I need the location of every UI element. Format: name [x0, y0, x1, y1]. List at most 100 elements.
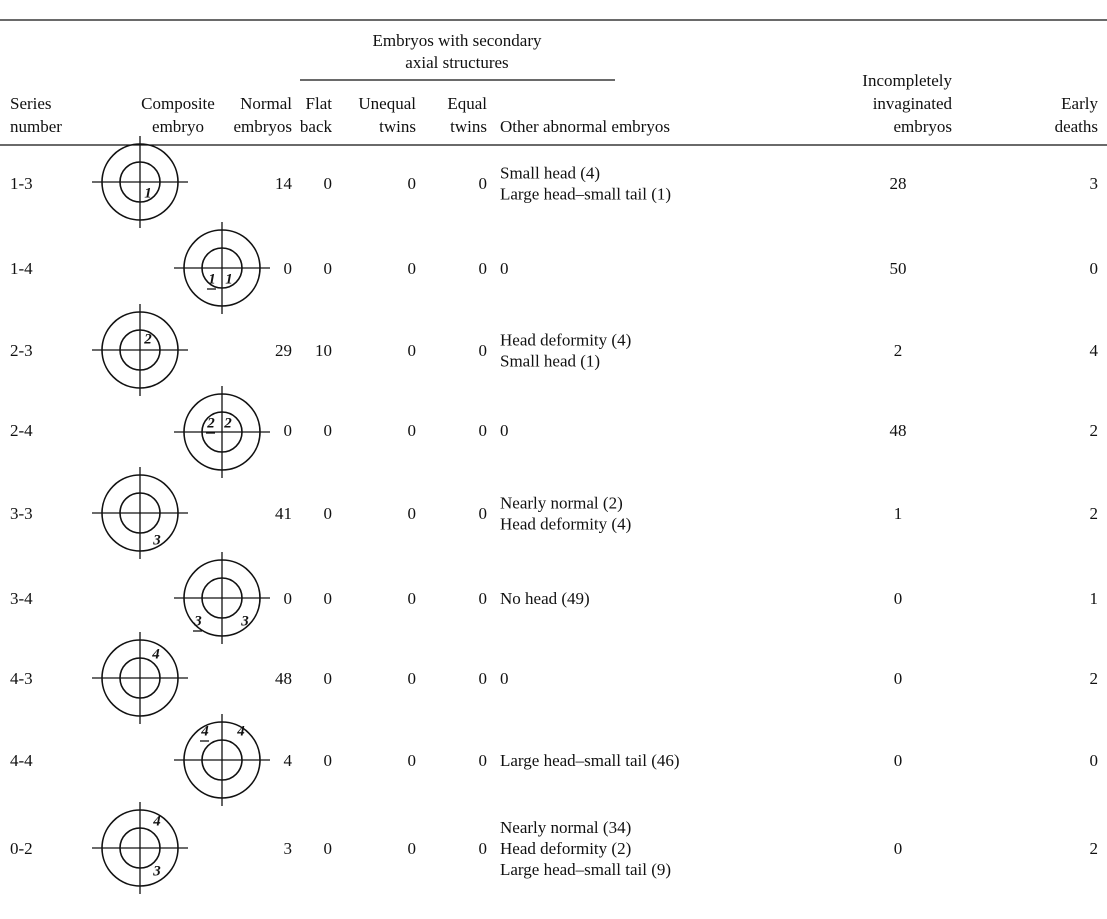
- cell-flat-back: 0: [324, 839, 333, 858]
- cell-unequal-twins: 0: [408, 259, 417, 278]
- cell-equal-twins: 0: [479, 669, 488, 688]
- column-header: embryos: [893, 117, 952, 136]
- embryo-label: 3: [152, 532, 161, 548]
- cell-incompletely-invaginated: 0: [894, 669, 903, 688]
- cell-normal: 3: [284, 839, 293, 858]
- embryo-label: 3: [152, 863, 161, 879]
- table-figure: Embryos with secondary axial structures Se…: [0, 0, 1107, 919]
- column-header: twins: [450, 117, 487, 136]
- cell-flat-back: 10: [315, 341, 332, 360]
- other-abnormal: Large head–small tail (9): [500, 860, 671, 879]
- series-number: 2-4: [10, 421, 33, 440]
- cell-normal: 29: [275, 341, 292, 360]
- embryo-label: 2: [223, 415, 232, 431]
- column-header: Unequal: [358, 94, 416, 113]
- embryo-label: 3: [193, 613, 202, 629]
- cell-equal-twins: 0: [479, 839, 488, 858]
- column-header: Series: [10, 94, 52, 113]
- series-number: 3-4: [10, 589, 33, 608]
- column-header: embryos: [233, 117, 292, 136]
- series-number: 1-3: [10, 174, 33, 193]
- series-number: 4-4: [10, 751, 33, 770]
- embryo-label: 3: [240, 613, 249, 629]
- cell-normal: 14: [275, 174, 293, 193]
- series-number: 1-4: [10, 259, 33, 278]
- series-number: 3-3: [10, 504, 33, 523]
- other-abnormal: Head deformity (4): [500, 514, 631, 533]
- other-abnormal: 0: [500, 259, 509, 278]
- cell-equal-twins: 0: [479, 421, 488, 440]
- embryo-label: 4: [152, 813, 161, 829]
- column-header: twins: [379, 117, 416, 136]
- cell-early-deaths: 4: [1090, 341, 1099, 360]
- cell-normal: 0: [284, 421, 293, 440]
- embryo-label: 1: [208, 271, 216, 287]
- other-abnormal: Small head (1): [500, 351, 600, 370]
- cell-unequal-twins: 0: [408, 751, 417, 770]
- other-abnormal: Nearly normal (34): [500, 818, 631, 837]
- other-abnormal: No head (49): [500, 589, 590, 608]
- cell-equal-twins: 0: [479, 174, 488, 193]
- cell-unequal-twins: 0: [408, 504, 417, 523]
- embryo-label: 4: [200, 723, 209, 739]
- cell-unequal-twins: 0: [408, 174, 417, 193]
- column-header: embryo: [152, 117, 204, 136]
- embryo-label: 4: [151, 646, 160, 662]
- embryo-label: 2: [206, 415, 215, 431]
- cell-early-deaths: 2: [1090, 421, 1099, 440]
- column-header: invaginated: [873, 94, 953, 113]
- cell-incompletely-invaginated: 48: [890, 421, 907, 440]
- cell-incompletely-invaginated: 2: [894, 341, 903, 360]
- embryo-label: 2: [143, 331, 152, 347]
- cell-early-deaths: 0: [1090, 751, 1099, 770]
- cell-flat-back: 0: [324, 259, 333, 278]
- cell-flat-back: 0: [324, 751, 333, 770]
- cell-flat-back: 0: [324, 589, 333, 608]
- cell-flat-back: 0: [324, 421, 333, 440]
- cell-equal-twins: 0: [479, 504, 488, 523]
- cell-incompletely-invaginated: 0: [894, 751, 903, 770]
- embryo-label: 1: [225, 271, 233, 287]
- other-abnormal: Head deformity (2): [500, 839, 631, 858]
- cell-early-deaths: 2: [1090, 839, 1099, 858]
- cell-flat-back: 0: [324, 174, 333, 193]
- column-header: number: [10, 117, 62, 136]
- cell-early-deaths: 0: [1090, 259, 1099, 278]
- group-header: axial structures: [405, 53, 508, 72]
- column-header: back: [300, 117, 333, 136]
- column-header: Flat: [306, 94, 333, 113]
- cell-normal: 0: [284, 259, 293, 278]
- group-header: Embryos with secondary: [372, 31, 542, 50]
- other-abnormal: Head deformity (4): [500, 330, 631, 349]
- series-number: 4-3: [10, 669, 33, 688]
- cell-incompletely-invaginated: 0: [894, 839, 903, 858]
- cell-unequal-twins: 0: [408, 839, 417, 858]
- column-header: Equal: [447, 94, 487, 113]
- cell-equal-twins: 0: [479, 589, 488, 608]
- column-header: Composite: [141, 94, 215, 113]
- cell-normal: 4: [284, 751, 293, 770]
- cell-unequal-twins: 0: [408, 669, 417, 688]
- other-abnormal: 0: [500, 421, 509, 440]
- column-header: Other abnormal embryos: [500, 117, 670, 136]
- series-number: 2-3: [10, 341, 33, 360]
- cell-equal-twins: 0: [479, 341, 488, 360]
- cell-unequal-twins: 0: [408, 421, 417, 440]
- cell-early-deaths: 1: [1090, 589, 1099, 608]
- embryo-label: 1: [144, 185, 152, 201]
- other-abnormal: Nearly normal (2): [500, 493, 623, 512]
- cell-incompletely-invaginated: 28: [890, 174, 907, 193]
- column-header: Incompletely: [862, 71, 952, 90]
- cell-early-deaths: 2: [1090, 669, 1099, 688]
- cell-early-deaths: 3: [1090, 174, 1099, 193]
- cell-unequal-twins: 0: [408, 341, 417, 360]
- other-abnormal: Large head–small tail (46): [500, 751, 680, 770]
- column-header: Normal: [240, 94, 292, 113]
- cell-unequal-twins: 0: [408, 589, 417, 608]
- cell-normal: 48: [275, 669, 292, 688]
- cell-flat-back: 0: [324, 504, 333, 523]
- other-abnormal: Small head (4): [500, 163, 600, 182]
- cell-equal-twins: 0: [479, 751, 488, 770]
- cell-incompletely-invaginated: 50: [890, 259, 907, 278]
- cell-normal: 0: [284, 589, 293, 608]
